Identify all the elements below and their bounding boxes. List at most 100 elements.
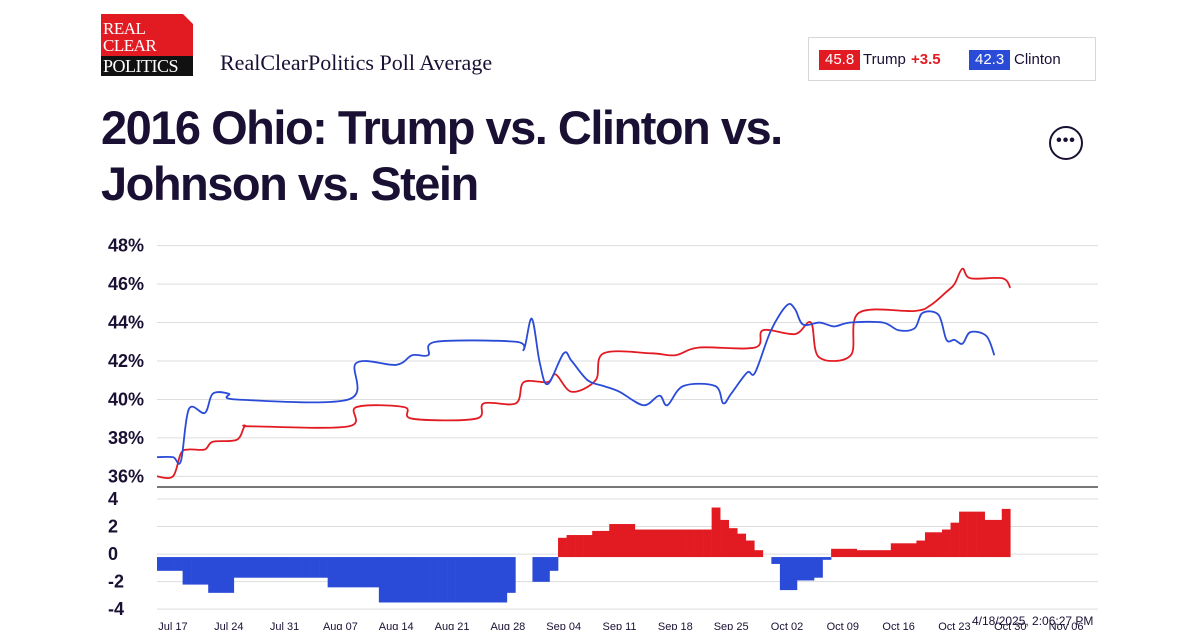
series-line-trump xyxy=(156,267,1012,479)
spread-bar xyxy=(583,535,593,558)
spread-bar xyxy=(745,540,755,558)
spread-bar xyxy=(651,529,661,558)
page-subtitle: RealClearPolitics Poll Average xyxy=(220,50,493,75)
spread-bar xyxy=(575,535,584,558)
series-line-clinton xyxy=(156,303,996,465)
spread-bar xyxy=(455,557,465,603)
spread-bar xyxy=(157,557,166,571)
spread-bar xyxy=(558,537,567,558)
spread-bar xyxy=(182,557,192,585)
spread-y-tick-label: 0 xyxy=(108,544,118,564)
spread-bar xyxy=(216,557,226,593)
trump-value-badge: 45.8 xyxy=(819,50,861,70)
spread-bar xyxy=(293,557,303,578)
spread-bar xyxy=(890,543,900,558)
spread-bar xyxy=(831,548,840,558)
spread-bar xyxy=(882,550,892,558)
spread-bar xyxy=(856,550,866,558)
spread-bar xyxy=(242,557,252,578)
spread-bar xyxy=(617,524,627,558)
spread-bar xyxy=(609,524,619,558)
y-tick-label: 44% xyxy=(108,313,144,333)
logo-line-3: POLITICS xyxy=(101,56,193,76)
spread-bar xyxy=(976,511,985,558)
spread-bar xyxy=(421,557,431,603)
spread-bar xyxy=(361,557,371,588)
spread-bar xyxy=(592,530,602,558)
x-tick-label: Oct 30 xyxy=(994,621,1026,630)
trump-spread: +3.5 xyxy=(911,51,941,68)
spread-bar xyxy=(993,519,1003,558)
spread-y-tick-label: -4 xyxy=(108,599,124,619)
x-tick-label: Aug 21 xyxy=(435,621,470,630)
x-tick-label: Oct 02 xyxy=(771,621,803,630)
spread-bar xyxy=(233,557,243,578)
spread-bar xyxy=(498,557,508,603)
timestamp: 4/18/2025, 2:06:27 PM xyxy=(972,614,1094,628)
spread-bar xyxy=(208,557,218,593)
realclearpolitics-logo[interactable]: REAL CLEAR POLITICS xyxy=(101,14,193,76)
spread-bar xyxy=(438,557,448,603)
spread-bar xyxy=(472,557,482,603)
spread-bar xyxy=(924,532,934,558)
spread-bar xyxy=(839,548,849,558)
spread-y-tick-label: 2 xyxy=(108,517,118,537)
spread-bar xyxy=(703,529,712,558)
spread-bar xyxy=(865,550,875,558)
spread-bar xyxy=(1001,508,1011,558)
spread-bar xyxy=(267,557,277,578)
spread-bar xyxy=(933,532,943,558)
spread-bar xyxy=(447,557,456,603)
spread-bar xyxy=(310,557,320,578)
spread-bar xyxy=(984,519,994,558)
x-tick-label: Aug 14 xyxy=(379,621,414,630)
spread-bar xyxy=(532,557,542,582)
x-tick-label: Sep 04 xyxy=(546,621,581,630)
logo-corner xyxy=(183,14,193,24)
spread-bar xyxy=(540,557,550,582)
spread-bar xyxy=(378,557,388,603)
poll-average-legend: 45.8 Trump +3.5 42.3 Clinton xyxy=(808,37,1096,81)
spread-bar xyxy=(191,557,200,585)
spread-bar xyxy=(430,557,439,603)
spread-bar xyxy=(319,557,328,578)
logo-line-1: REAL xyxy=(103,19,146,38)
spread-bar xyxy=(327,557,337,588)
spread-bar xyxy=(796,557,806,581)
spread-bar xyxy=(677,529,687,558)
spread-bar xyxy=(489,557,499,603)
spread-bar xyxy=(302,557,311,578)
spread-bar xyxy=(259,557,269,578)
x-tick-label: Jul 24 xyxy=(214,621,243,630)
spread-bar xyxy=(873,550,883,558)
y-tick-label: 42% xyxy=(108,351,144,371)
more-options-button[interactable]: ••• xyxy=(1049,126,1083,160)
spread-bar xyxy=(395,557,405,603)
spread-bar xyxy=(814,557,823,578)
spread-bar xyxy=(694,529,704,558)
x-tick-label: Oct 23 xyxy=(938,621,970,630)
spread-bar xyxy=(660,529,670,558)
spread-bar xyxy=(566,535,576,558)
spread-bar xyxy=(600,530,610,558)
spread-bar xyxy=(720,519,729,558)
spread-bar xyxy=(771,557,781,564)
x-tick-label: Sep 25 xyxy=(714,621,749,630)
trump-legend-label: Trump xyxy=(863,51,906,68)
spread-bar xyxy=(250,557,260,578)
spread-bar xyxy=(686,529,695,558)
spread-bar xyxy=(634,529,644,558)
spread-bar xyxy=(779,557,789,591)
spread-bar xyxy=(822,557,832,560)
spread-bar xyxy=(942,529,951,558)
spread-bar xyxy=(464,557,474,603)
y-tick-label: 40% xyxy=(108,389,144,409)
spread-bar xyxy=(967,511,977,558)
spread-bar xyxy=(481,557,491,603)
spread-bar xyxy=(950,522,960,558)
spread-bar xyxy=(336,557,346,588)
spread-y-tick-label: -2 xyxy=(108,572,124,592)
spread-bar xyxy=(412,557,422,603)
x-tick-label: Nov 06 xyxy=(1049,621,1084,630)
